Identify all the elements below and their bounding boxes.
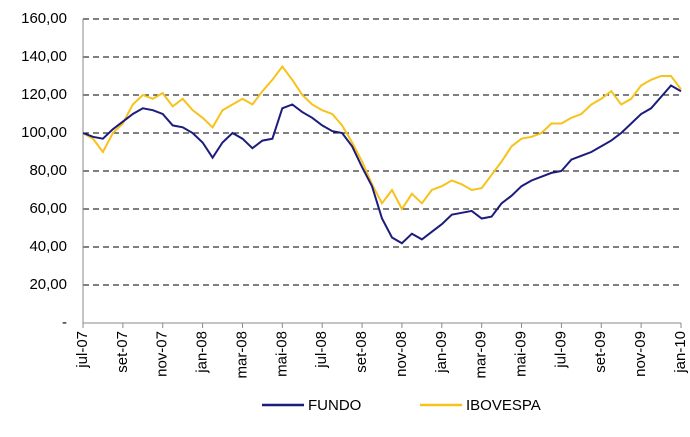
y-tick-label: 80,00 [29,162,67,179]
series-line [82,64,682,211]
y-tick-label: 140,00 [21,48,67,65]
x-tick-label: mar-09 [473,331,490,379]
x-tick-label: nov-09 [632,331,649,377]
x-tick-label: nov-07 [154,331,171,377]
y-tick-label: 60,00 [29,200,67,217]
x-tick-label: jul-09 [552,331,569,369]
legend-label: IBOVESPA [466,397,541,414]
y-tick-label: 120,00 [21,86,67,103]
x-tick-label: set-09 [592,331,609,373]
x-tick-label: jul-08 [313,331,330,369]
y-tick-label: 100,00 [21,124,67,141]
x-tick-label: jan-10 [672,331,689,374]
x-tick-label: jan-09 [433,331,450,374]
x-tick-label: mai-09 [513,331,530,377]
legend-label: FUNDO [308,397,361,414]
x-tick-label: set-08 [353,331,370,373]
x-tick-label: nov-08 [393,331,410,377]
series-line [82,84,682,245]
y-tick-label: 160,00 [21,10,67,27]
x-tick-label: set-07 [114,331,131,373]
x-tick-label: mar-08 [233,331,250,379]
y-tick-label: - [62,314,67,331]
x-tick-label: jul-07 [74,331,91,369]
x-tick-label: jan-08 [194,331,211,374]
y-tick-label: 20,00 [29,276,67,293]
y-tick-label: 40,00 [29,238,67,255]
x-tick-label: mai-08 [273,331,290,377]
